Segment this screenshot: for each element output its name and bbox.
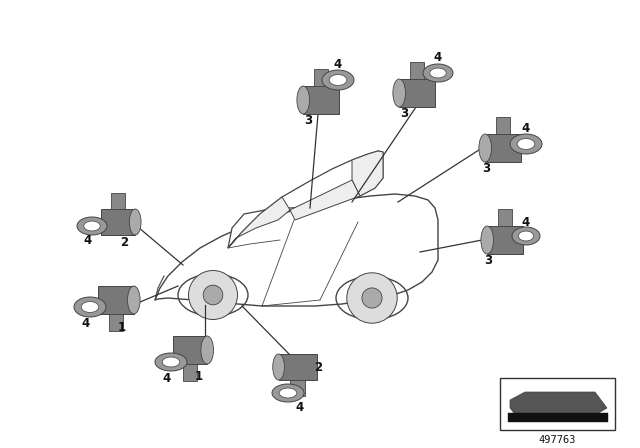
- Polygon shape: [487, 226, 524, 254]
- Polygon shape: [510, 392, 607, 418]
- Ellipse shape: [517, 138, 535, 150]
- Text: 4: 4: [334, 57, 342, 70]
- Ellipse shape: [512, 227, 540, 245]
- Polygon shape: [98, 286, 134, 314]
- Text: 4: 4: [296, 401, 304, 414]
- Polygon shape: [290, 380, 305, 396]
- Ellipse shape: [297, 86, 310, 114]
- Polygon shape: [278, 354, 317, 380]
- Ellipse shape: [272, 384, 304, 402]
- Ellipse shape: [510, 134, 542, 154]
- Text: 4: 4: [82, 316, 90, 329]
- Polygon shape: [184, 364, 197, 381]
- Ellipse shape: [273, 354, 284, 380]
- Polygon shape: [314, 69, 328, 86]
- Polygon shape: [101, 209, 135, 235]
- Ellipse shape: [322, 70, 354, 90]
- Ellipse shape: [77, 217, 107, 235]
- Polygon shape: [109, 314, 123, 331]
- Text: 3: 3: [484, 254, 492, 267]
- Circle shape: [204, 285, 223, 305]
- Ellipse shape: [127, 286, 140, 314]
- Ellipse shape: [162, 357, 180, 367]
- Ellipse shape: [481, 226, 493, 254]
- Ellipse shape: [423, 64, 453, 82]
- Polygon shape: [485, 134, 521, 162]
- Polygon shape: [498, 209, 513, 226]
- Circle shape: [189, 271, 237, 319]
- Ellipse shape: [279, 388, 297, 398]
- Text: 4: 4: [163, 371, 171, 384]
- Text: 1: 1: [195, 370, 203, 383]
- Text: 4: 4: [522, 121, 530, 134]
- Ellipse shape: [479, 134, 492, 162]
- Polygon shape: [290, 180, 360, 220]
- Polygon shape: [352, 151, 383, 196]
- Text: 3: 3: [400, 107, 408, 120]
- Text: 4: 4: [522, 215, 530, 228]
- Ellipse shape: [155, 353, 187, 371]
- Ellipse shape: [201, 336, 214, 364]
- FancyBboxPatch shape: [500, 378, 615, 430]
- Circle shape: [347, 273, 397, 323]
- Text: 3: 3: [482, 161, 490, 175]
- Polygon shape: [228, 197, 290, 248]
- Polygon shape: [508, 413, 608, 422]
- Polygon shape: [303, 86, 339, 114]
- Ellipse shape: [329, 74, 347, 86]
- Text: 4: 4: [84, 233, 92, 246]
- Text: 1: 1: [118, 320, 126, 333]
- Polygon shape: [155, 194, 438, 306]
- Ellipse shape: [84, 221, 100, 231]
- Polygon shape: [496, 117, 511, 134]
- Ellipse shape: [129, 209, 141, 235]
- Ellipse shape: [74, 297, 106, 317]
- Ellipse shape: [518, 231, 534, 241]
- Circle shape: [362, 288, 382, 308]
- Polygon shape: [410, 62, 424, 79]
- Text: 2: 2: [120, 236, 128, 249]
- Ellipse shape: [393, 79, 406, 107]
- Text: 2: 2: [314, 361, 322, 374]
- Text: 4: 4: [434, 51, 442, 64]
- Text: 3: 3: [304, 113, 312, 126]
- Text: 497763: 497763: [538, 435, 576, 445]
- Polygon shape: [173, 336, 207, 364]
- Ellipse shape: [81, 302, 99, 313]
- Ellipse shape: [429, 68, 446, 78]
- Polygon shape: [399, 79, 435, 107]
- Polygon shape: [228, 151, 383, 248]
- Polygon shape: [111, 194, 125, 209]
